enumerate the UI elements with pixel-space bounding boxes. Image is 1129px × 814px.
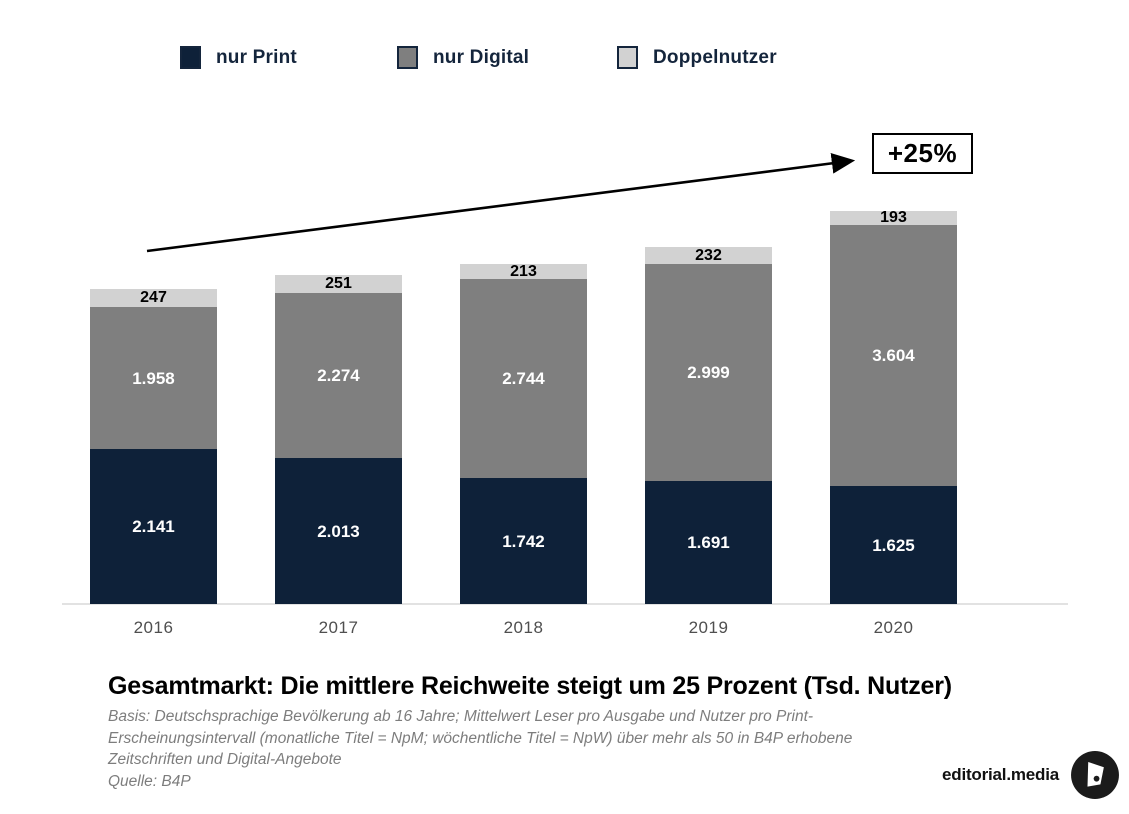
legend-label: Doppelnutzer [653,46,777,68]
value-label: 2.141 [132,517,175,536]
value-label: 247 [140,289,167,306]
x-axis-label-2019: 2019 [688,618,729,637]
segment-nur-print-2019: 1.691 [645,481,772,604]
value-label: 3.604 [872,346,915,365]
x-axis-label-2018: 2018 [503,618,544,637]
value-label: 213 [510,262,537,280]
segment-nur-print-2020: 1.625 [830,486,957,604]
bar-2017: 251 2.274 2.013 [275,275,402,604]
value-label: 1.958 [132,368,175,388]
legend-label: nur Digital [433,46,530,68]
chart-title: Gesamtmarkt: Die mittlere Reichweite ste… [108,672,952,700]
bar-2016: 247 1.958 2.141 [90,289,217,604]
segment-nur-print-2016: 2.141 [90,449,217,604]
brand-name: editorial.media [942,765,1059,784]
value-label: 1.742 [502,531,545,551]
value-label: 232 [695,246,722,264]
legend-swatch-nur-digital [397,46,418,69]
segment-nur-digital-2018: 2.744 [460,279,587,478]
value-label: 251 [325,275,352,292]
legend-label: nur Print [216,46,297,68]
note-line: Basis: Deutschsprachige Bevölkerung ab 1… [108,708,814,725]
editorial-media-logo-icon [1071,751,1119,799]
value-label: 1.625 [872,535,915,555]
value-label: 2.013 [317,521,360,541]
bar-2019: 232 2.999 1.691 [645,247,772,604]
note-line: Quelle: B4P [108,772,191,790]
segment-nur-digital-2016: 1.958 [90,307,217,449]
legend-swatch-doppelnutzer [617,46,638,69]
bar-chart: 247 1.958 2.141 2016 251 2.274 2.013 2017 213 2.7… [62,209,1068,637]
legend-item-nur-digital: nur Digital [397,46,529,69]
bar-2018: 213 2.744 1.742 [460,262,587,604]
segment-doppelnutzer-2020: 193 [830,209,957,226]
value-label: 2.999 [687,363,730,382]
segment-doppelnutzer-2018: 213 [460,262,587,280]
legend-item-doppelnutzer: Doppelnutzer [617,46,777,69]
value-label: 1.691 [687,533,730,552]
segment-nur-print-2018: 1.742 [460,478,587,604]
value-label: 2.274 [317,366,360,385]
x-axis-line [62,603,1068,605]
segment-nur-digital-2020: 3.604 [830,225,957,486]
source-notes: Basis: Deutschsprachige Bevölkerung ab 1… [108,706,852,792]
segment-nur-digital-2019: 2.999 [645,264,772,481]
note-line: Erscheinungsintervall (monatliche Titel … [108,729,853,747]
segment-doppelnutzer-2019: 232 [645,247,772,264]
legend-item-nur-print: nur Print [180,46,297,69]
x-axis-label-2016: 2016 [133,618,174,637]
value-label: 193 [880,209,907,226]
growth-annotation: +25% [872,133,973,174]
bar-2020: 193 3.604 1.625 [830,209,957,604]
segment-doppelnutzer-2017: 251 [275,275,402,293]
segment-doppelnutzer-2016: 247 [90,289,217,307]
x-axis-label-2017: 2017 [318,618,359,637]
legend-swatch-nur-print [180,46,201,69]
segment-nur-print-2017: 2.013 [275,458,402,604]
branding: editorial.media [942,750,1120,800]
value-label: 2.744 [502,369,545,388]
note-line: Zeitschriften und Digital-Angebote [108,751,342,768]
segment-nur-digital-2017: 2.274 [275,293,402,458]
x-axis-label-2020: 2020 [873,618,914,637]
